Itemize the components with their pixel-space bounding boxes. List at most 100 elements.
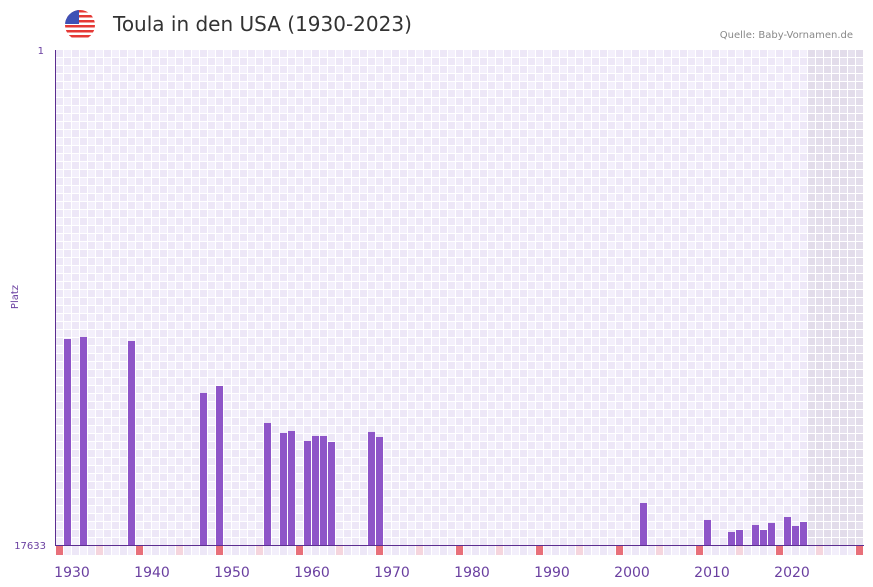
grid-cell xyxy=(424,514,431,521)
grid-cell xyxy=(208,426,215,433)
grid-cell xyxy=(472,538,479,545)
grid-cell xyxy=(160,106,167,113)
grid-cell xyxy=(64,114,71,121)
grid-cell xyxy=(568,138,575,145)
grid-cell xyxy=(112,514,119,521)
grid-cell xyxy=(264,282,271,289)
grid-cell xyxy=(208,346,215,353)
grid-cell xyxy=(200,58,207,65)
grid-cell xyxy=(336,122,343,129)
grid-cell xyxy=(576,426,583,433)
grid-cell xyxy=(488,298,495,305)
grid-cell xyxy=(568,186,575,193)
grid-cell xyxy=(96,474,103,481)
grid-cell xyxy=(168,98,175,105)
grid-cell xyxy=(560,338,567,345)
grid-cell xyxy=(528,66,535,73)
grid-cell xyxy=(360,178,367,185)
grid-cell xyxy=(400,354,407,361)
grid-cell xyxy=(648,114,655,121)
grid-cell xyxy=(368,306,375,313)
grid-cell xyxy=(488,282,495,289)
grid-cell xyxy=(600,426,607,433)
grid-cell xyxy=(688,130,695,137)
grid-cell xyxy=(552,474,559,481)
grid-cell xyxy=(680,522,687,529)
grid-cell xyxy=(128,170,135,177)
grid-cell xyxy=(664,58,671,65)
grid-cell xyxy=(504,66,511,73)
grid-cell xyxy=(392,226,399,233)
grid-cell xyxy=(456,394,463,401)
grid-cell xyxy=(272,50,279,57)
grid-cell xyxy=(424,202,431,209)
grid-cell xyxy=(584,234,591,241)
grid-cell xyxy=(688,154,695,161)
grid-cell xyxy=(120,522,127,529)
grid-cell xyxy=(96,290,103,297)
grid-cell xyxy=(552,266,559,273)
grid-cell xyxy=(552,290,559,297)
grid-cell xyxy=(168,330,175,337)
grid-cell xyxy=(352,338,359,345)
grid-cell xyxy=(464,306,471,313)
grid-cell xyxy=(624,210,631,217)
grid-cell xyxy=(536,74,543,81)
grid-cell xyxy=(488,402,495,409)
grid-cell xyxy=(592,378,599,385)
grid-cell xyxy=(192,162,199,169)
grid-cell xyxy=(616,378,623,385)
grid-cell xyxy=(456,266,463,273)
grid-cell xyxy=(464,314,471,321)
grid-cell xyxy=(648,378,655,385)
grid-cell xyxy=(200,114,207,121)
grid-cell xyxy=(72,202,79,209)
grid-cell xyxy=(152,298,159,305)
grid-cell xyxy=(456,242,463,249)
grid-cell xyxy=(680,122,687,129)
grid-cell xyxy=(120,290,127,297)
grid-cell xyxy=(312,146,319,153)
grid-cell xyxy=(152,330,159,337)
grid-cell xyxy=(128,234,135,241)
grid-cell xyxy=(376,338,383,345)
grid-cell xyxy=(400,242,407,249)
grid-cell xyxy=(352,250,359,257)
grid-cell xyxy=(328,162,335,169)
grid-cell xyxy=(576,362,583,369)
grid-cell xyxy=(72,298,79,305)
grid-cell xyxy=(600,530,607,537)
grid-cell xyxy=(72,50,79,57)
grid-cell xyxy=(392,410,399,417)
grid-cell xyxy=(200,362,207,369)
grid-cell xyxy=(648,282,655,289)
grid-cell xyxy=(520,274,527,281)
grid-cell xyxy=(656,394,663,401)
grid-cell xyxy=(296,258,303,265)
grid-cell xyxy=(640,346,647,353)
grid-cell xyxy=(336,490,343,497)
grid-cell xyxy=(480,186,487,193)
grid-cell xyxy=(272,82,279,89)
grid-cell xyxy=(608,274,615,281)
grid-cell xyxy=(248,426,255,433)
grid-cell xyxy=(640,450,647,457)
grid-cell xyxy=(544,242,551,249)
grid-cell xyxy=(296,298,303,305)
grid-cell xyxy=(328,378,335,385)
grid-cell xyxy=(568,522,575,529)
grid-cell xyxy=(680,538,687,545)
grid-cell xyxy=(272,522,279,529)
grid-cell xyxy=(64,330,71,337)
grid-cell xyxy=(336,330,343,337)
grid-cell xyxy=(504,354,511,361)
grid-cell xyxy=(464,202,471,209)
grid-cell xyxy=(688,186,695,193)
grid-cell xyxy=(672,138,679,145)
grid-cell xyxy=(584,474,591,481)
grid-cell xyxy=(232,362,239,369)
grid-cell xyxy=(664,202,671,209)
grid-cell xyxy=(584,162,591,169)
grid-cell xyxy=(192,130,199,137)
